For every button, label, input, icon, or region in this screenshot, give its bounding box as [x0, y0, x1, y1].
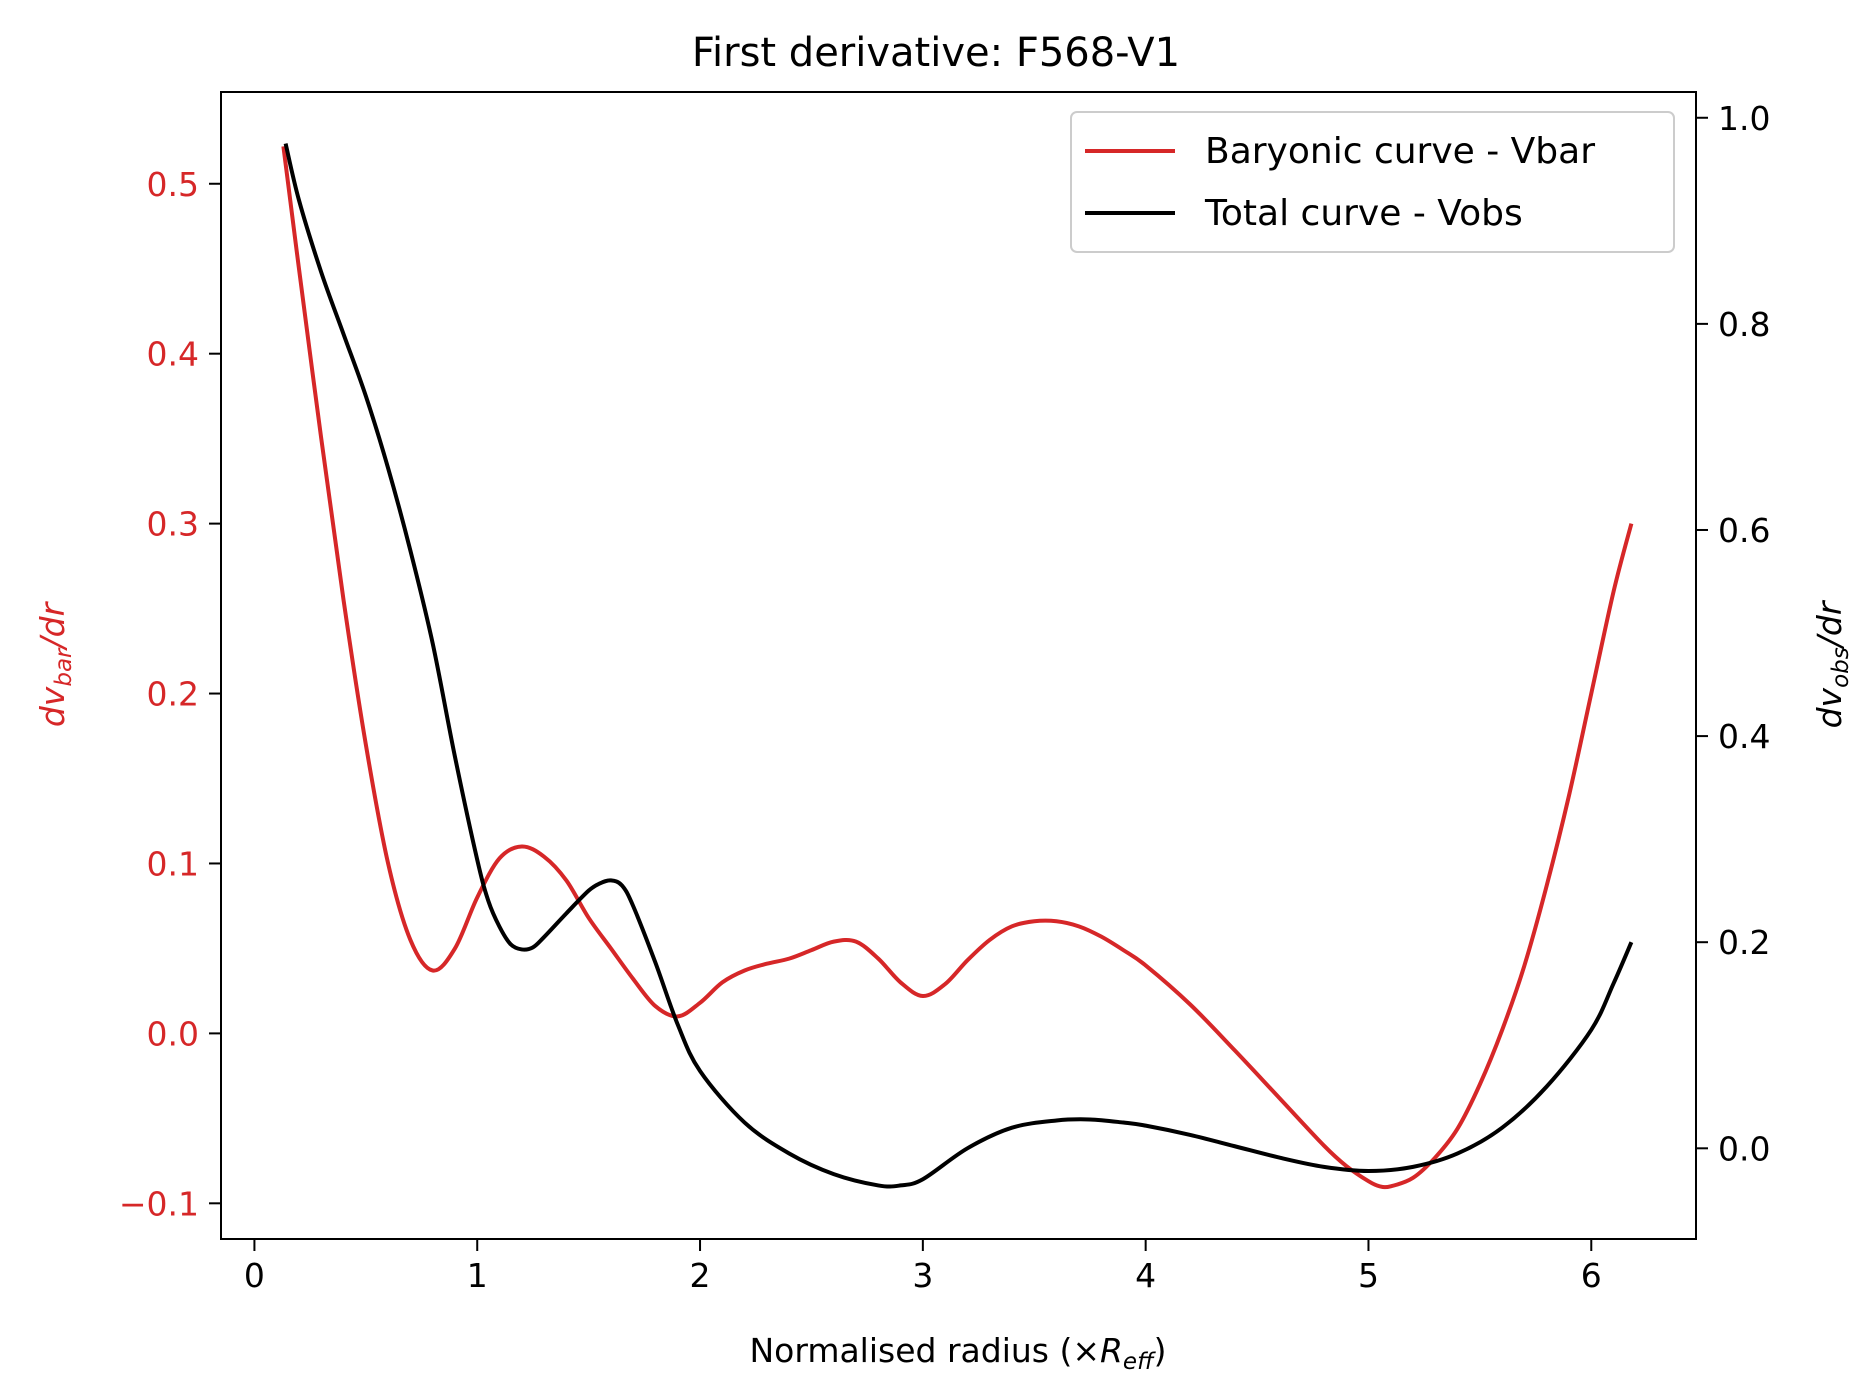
- left-y-axis-label: dvbar/dr: [33, 600, 77, 727]
- left-y-axis-label-pre: dv: [33, 686, 72, 727]
- right-y-tick-label: 0.6: [1718, 511, 1770, 550]
- right-y-tick-label: 0.2: [1718, 923, 1770, 962]
- series-line-vbar: [281, 146, 1634, 1190]
- x-tick-label: 3: [912, 1256, 933, 1295]
- x-tick-label: 4: [1135, 1256, 1156, 1295]
- x-axis-label-close: ): [1154, 1331, 1167, 1370]
- right-y-axis-label: dvobs/dr: [1810, 599, 1854, 728]
- legend-label-vobs: Total curve - Vobs: [1204, 193, 1523, 234]
- x-tick-label: 1: [467, 1256, 488, 1295]
- x-axis-label-symbol: R: [1100, 1331, 1123, 1370]
- right-y-axis-label-post: /dr: [1810, 599, 1849, 650]
- left-y-tick-label: 0.2: [147, 675, 199, 714]
- left-y-axis-ticks: −0.1 0.0 0.1 0.2 0.3 0.4 0.5: [119, 165, 221, 1223]
- x-axis-label-main: Normalised radius (×: [749, 1331, 1100, 1370]
- right-y-axis-label-subscript: obs: [1828, 647, 1854, 688]
- left-y-tick-label: 0.5: [147, 165, 199, 204]
- right-y-axis-ticks: 0.0 0.2 0.4 0.6 0.8 1.0: [1696, 99, 1770, 1168]
- left-y-axis-label-subscript: bar: [51, 647, 77, 687]
- series-line-vobs: [283, 143, 1634, 1189]
- right-y-tick-label: 1.0: [1718, 99, 1770, 138]
- plot-frame: [220, 91, 1697, 1240]
- chart-title: First derivative: F568-V1: [692, 30, 1180, 76]
- left-y-axis-label-post: /dr: [33, 600, 72, 651]
- right-y-tick-label: 0.0: [1718, 1129, 1770, 1168]
- left-y-tick-label: −0.1: [119, 1184, 199, 1223]
- right-y-tick-label: 0.4: [1718, 717, 1770, 756]
- left-y-tick-label: 0.4: [147, 335, 199, 374]
- x-tick-label: 5: [1358, 1256, 1379, 1295]
- x-axis-label: Normalised radius (×Reff): [749, 1331, 1166, 1375]
- series-layer: [281, 143, 1634, 1190]
- legend: Baryonic curve - Vbar Total curve - Vobs: [1070, 111, 1675, 253]
- left-y-tick-label: 0.0: [147, 1014, 199, 1053]
- left-y-tick-label: 0.1: [147, 844, 199, 883]
- left-y-tick-label: 0.3: [147, 505, 199, 544]
- right-y-axis-label-pre: dv: [1810, 687, 1849, 728]
- legend-box: [1070, 111, 1675, 253]
- x-tick-label: 6: [1581, 1256, 1602, 1295]
- x-tick-label: 2: [690, 1256, 711, 1295]
- x-axis-label-subscript: eff: [1123, 1349, 1156, 1375]
- legend-label-vbar: Baryonic curve - Vbar: [1205, 131, 1595, 172]
- x-axis-ticks: 0 1 2 3 4 5 6: [244, 1239, 1602, 1295]
- right-y-tick-label: 0.8: [1718, 305, 1770, 344]
- x-tick-label: 0: [244, 1256, 265, 1295]
